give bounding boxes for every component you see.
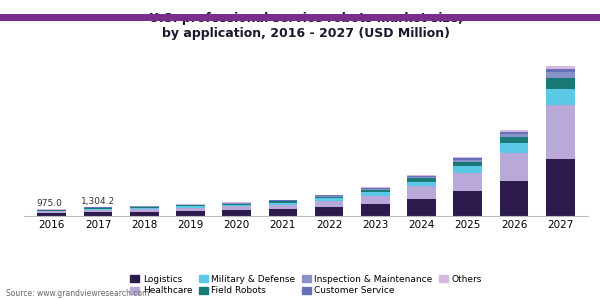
Bar xyxy=(269,200,297,201)
Bar xyxy=(130,206,158,207)
Bar xyxy=(454,160,482,162)
Bar xyxy=(546,66,575,69)
Bar xyxy=(83,209,112,210)
Bar xyxy=(176,205,205,206)
Bar xyxy=(546,78,575,89)
Bar xyxy=(223,204,251,205)
Bar xyxy=(269,201,297,202)
Bar xyxy=(361,188,389,189)
Bar xyxy=(361,190,389,192)
Bar xyxy=(361,204,389,216)
Bar xyxy=(500,130,529,132)
Text: 1,304.2: 1,304.2 xyxy=(81,197,115,206)
Bar xyxy=(315,197,343,198)
Bar xyxy=(83,208,112,209)
Bar xyxy=(454,173,482,191)
Bar xyxy=(223,206,251,210)
Bar xyxy=(83,212,112,216)
Bar xyxy=(407,176,436,177)
Bar xyxy=(269,209,297,216)
Bar xyxy=(500,137,529,143)
Bar xyxy=(269,205,297,209)
Bar xyxy=(315,201,343,207)
Bar xyxy=(130,207,158,208)
Bar xyxy=(315,196,343,197)
Bar xyxy=(546,89,575,105)
Bar xyxy=(315,207,343,216)
Bar xyxy=(130,208,158,209)
Bar xyxy=(546,69,575,72)
Bar xyxy=(223,203,251,204)
Bar xyxy=(500,143,529,153)
Bar xyxy=(361,192,389,196)
Legend: Logistics, Healthcare, Military & Defense, Field Robots, Inspection & Maintenanc: Logistics, Healthcare, Military & Defens… xyxy=(127,271,485,299)
Bar xyxy=(37,212,66,213)
Bar xyxy=(546,72,575,78)
Bar xyxy=(454,158,482,160)
Bar xyxy=(223,205,251,206)
Bar xyxy=(407,177,436,178)
Bar xyxy=(315,198,343,201)
Bar xyxy=(130,209,158,212)
Bar xyxy=(269,203,297,205)
Bar xyxy=(223,210,251,216)
Bar xyxy=(176,211,205,216)
Bar xyxy=(361,189,389,190)
Bar xyxy=(37,213,66,216)
Bar xyxy=(361,196,389,204)
Bar xyxy=(176,206,205,208)
Bar xyxy=(500,132,529,134)
Bar xyxy=(407,186,436,199)
Text: Source: www.grandviewresearch.com: Source: www.grandviewresearch.com xyxy=(6,290,149,298)
Bar xyxy=(37,210,66,211)
Bar xyxy=(454,157,482,158)
Bar xyxy=(454,162,482,166)
Bar xyxy=(454,191,482,216)
Bar xyxy=(83,210,112,212)
Bar xyxy=(407,199,436,216)
Bar xyxy=(37,211,66,212)
Title: U.S. professional service robots market size,
by application, 2016 - 2027 (USD M: U.S. professional service robots market … xyxy=(149,12,463,40)
Bar xyxy=(546,105,575,159)
Bar xyxy=(454,167,482,173)
Bar xyxy=(500,134,529,137)
Text: 975.0: 975.0 xyxy=(37,199,62,208)
Bar xyxy=(269,202,297,203)
Bar xyxy=(223,202,251,203)
Bar xyxy=(500,153,529,181)
Bar xyxy=(130,212,158,216)
Bar xyxy=(500,181,529,216)
Bar xyxy=(407,182,436,186)
Bar xyxy=(546,159,575,216)
Bar xyxy=(407,178,436,182)
Bar xyxy=(315,195,343,196)
Bar xyxy=(176,208,205,211)
Bar xyxy=(407,175,436,176)
